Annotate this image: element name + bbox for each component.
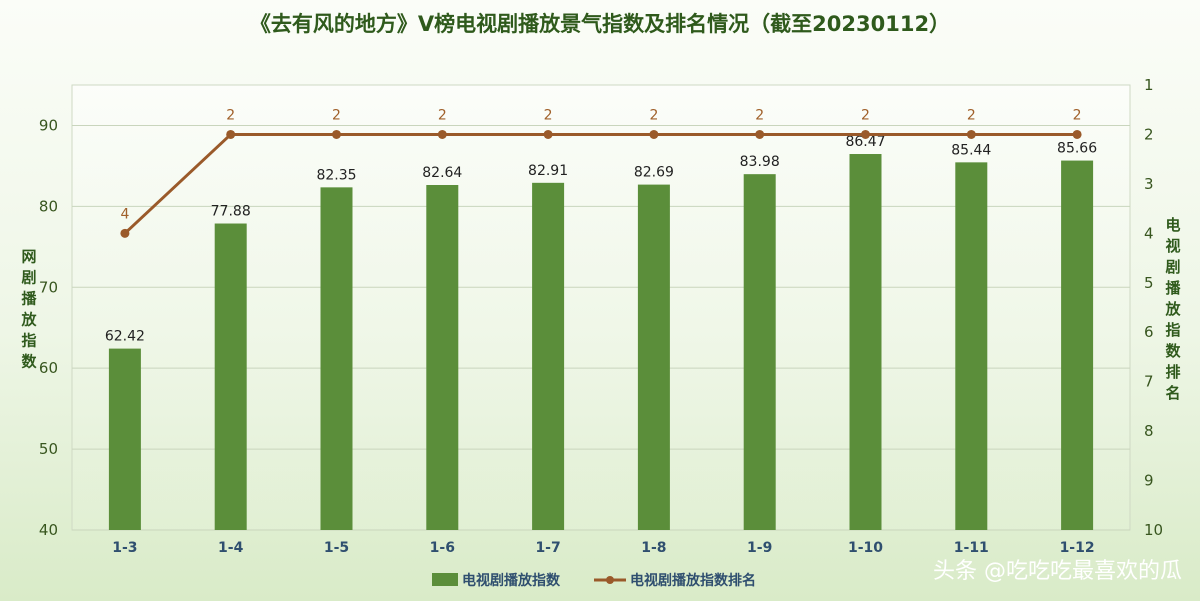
bar-value-label: 82.69 [634,165,674,181]
rank-value-label: 2 [861,107,870,123]
right-tick-label: 1 [1144,76,1154,94]
rank-marker [332,129,341,139]
left-tick-label: 70 [39,278,58,296]
right-tick-label: 8 [1144,422,1154,440]
x-tick-label: 1-6 [430,540,455,556]
x-tick-label: 1-9 [747,540,772,556]
bar-value-label: 83.98 [740,154,780,170]
x-tick-label: 1-12 [1060,540,1095,556]
legend-bar-swatch [432,573,458,586]
rank-marker [1072,129,1082,139]
bar-value-label: 85.44 [951,142,991,158]
rank-value-labels: 4 2 2 2 2 2 2 2 2 2 [120,107,1081,222]
bar [214,223,247,530]
rank-value-label: 2 [332,107,341,123]
left-tick-label: 40 [39,521,58,539]
bar [532,182,565,530]
bar [1061,160,1094,530]
right-tick-label: 9 [1144,472,1154,490]
rank-marker [649,129,659,139]
bar [637,184,670,530]
right-tick-label: 3 [1144,175,1154,193]
x-axis-ticks: 1-3 1-4 1-5 1-6 1-7 1-8 1-9 1-10 1-11 1-12 [112,540,1094,556]
rank-value-label: 2 [438,107,447,123]
bar [426,185,459,530]
legend-line-marker [606,576,614,584]
right-tick-label: 2 [1144,125,1154,143]
rank-marker [226,129,236,139]
rank-value-label: 2 [226,107,235,123]
right-tick-label: 10 [1144,521,1163,539]
x-tick-label: 1-5 [324,540,349,556]
legend-line-label: 电视剧播放指数排名 [630,572,756,589]
right-axis-ticks: 1 2 3 4 5 6 7 8 9 10 [1144,76,1163,539]
left-tick-label: 50 [39,440,58,458]
right-tick-label: 4 [1144,224,1154,242]
bar [743,174,776,531]
rank-marker [120,228,130,238]
left-axis-title-text: 网剧播放指数 [20,248,37,371]
x-tick-label: 1-3 [112,540,137,556]
chart-title: 《去有风的地方》V榜电视剧播放景气指数及排名情况（截至20230112） [250,12,950,36]
gridlines [72,124,1130,531]
left-axis-title: 网剧播放指数 [20,248,37,371]
bar-value-label: 62.42 [105,329,145,345]
x-tick-label: 1-4 [218,540,244,556]
rank-value-label: 2 [544,107,553,123]
left-axis-ticks: 40 50 60 70 80 90 [39,116,58,539]
bar [849,154,882,531]
rank-marker [966,129,976,139]
rank-marker [543,129,553,139]
bar-value-label: 82.64 [422,165,462,181]
right-tick-label: 5 [1144,274,1154,292]
rank-line-series [120,129,1082,238]
bar-value-label: 85.66 [1057,141,1097,157]
right-axis-title-text: 电视剧播放指数排名 [1164,216,1181,402]
bar-value-label: 82.91 [528,163,568,179]
rank-marker [755,129,765,139]
x-tick-label: 1-8 [641,540,666,556]
bar-value-labels: 62.42 77.88 82.35 82.64 82.91 82.69 83.98 86.47… [105,134,1097,345]
plot-area [71,84,1131,531]
rank-marker [861,129,870,139]
right-tick-label: 6 [1144,323,1154,341]
right-tick-label: 7 [1144,373,1154,391]
bar [320,187,353,530]
bar-value-label: 86.47 [845,134,885,150]
x-tick-label: 1-10 [848,540,883,556]
left-tick-label: 60 [39,359,58,377]
rank-value-label: 2 [649,107,658,123]
bar-value-label: 82.35 [316,167,356,183]
bar [108,348,141,530]
rank-value-label: 2 [755,107,764,123]
legend-bar-label: 电视剧播放指数 [462,572,561,589]
x-tick-label: 1-7 [535,540,560,556]
rank-value-label: 2 [1073,107,1082,123]
x-tick-label: 1-11 [954,540,989,556]
right-axis-title: 电视剧播放指数排名 [1164,216,1181,402]
bar [955,162,988,530]
watermark: 头条 @吃吃吃最喜欢的瓜 [933,559,1182,584]
bar-value-label: 77.88 [211,204,251,220]
bar-series [108,154,1094,531]
left-tick-label: 80 [39,197,58,215]
rank-value-label: 4 [120,206,129,222]
rank-marker [437,129,447,139]
left-tick-label: 90 [39,116,58,134]
legend: 电视剧播放指数 电视剧播放指数排名 [432,572,756,589]
rank-line [123,132,1078,235]
rank-value-label: 2 [967,107,976,123]
